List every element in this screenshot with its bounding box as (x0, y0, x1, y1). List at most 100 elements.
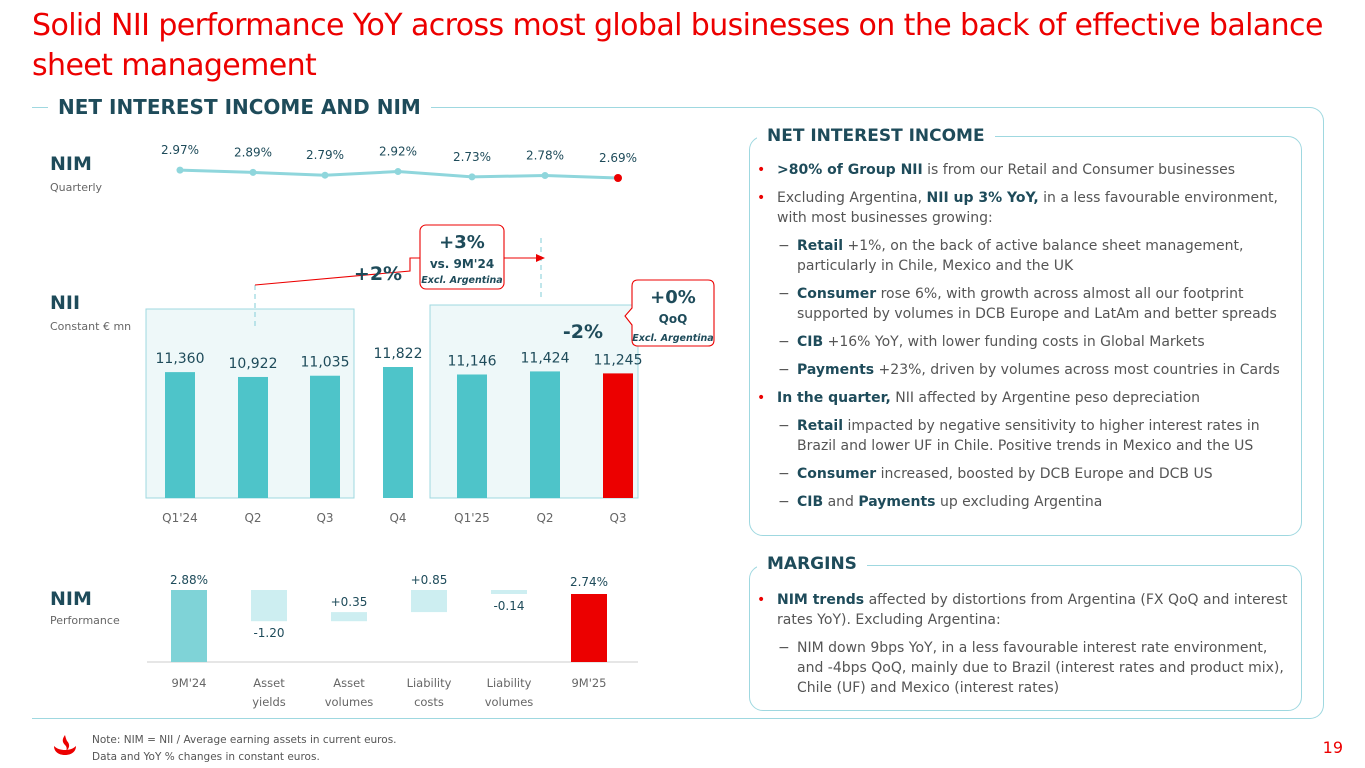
callout-yoy-small: Excl. Argentina (421, 275, 502, 286)
page-number: 19 (1322, 738, 1343, 757)
nii-label: NII (50, 292, 81, 314)
callout-qoq-small: Excl. Argentina (632, 333, 713, 344)
nii-value-label: 11,424 (521, 350, 570, 366)
nii-bar (457, 374, 487, 498)
nii-value-label: 10,922 (229, 356, 278, 372)
nii-panel (749, 136, 1302, 536)
waterfall-bar-end (571, 594, 607, 662)
waterfall-category-label: costs (414, 695, 444, 709)
waterfall-category-label: yields (252, 695, 286, 709)
nim-performance-label: NIM (50, 588, 92, 610)
waterfall-value-label: 2.74% (570, 575, 608, 589)
callout-box-qoq (624, 279, 715, 347)
callout-yoy-mid: vs. 9M'24 (430, 257, 494, 271)
waterfall-category-label: volumes (325, 695, 374, 709)
yoy-arrow-head (536, 254, 545, 262)
nii-bar (238, 376, 268, 498)
nim-performance-sublabel: Performance (50, 614, 120, 627)
charts-canvas: +3% vs. 9M'24 Excl. Argentina +2% -2% +0… (145, 143, 715, 709)
nii-sub-cib: CIB +16% YoY, with lower funding costs i… (757, 332, 1292, 352)
waterfall-category-label: Liability (407, 676, 452, 690)
waterfall-category-label: Liability (487, 676, 532, 690)
nim-quarterly-point (541, 171, 549, 179)
nim-quarterly-value-label: 2.89% (234, 145, 272, 159)
waterfall-category-label: 9M'25 (571, 676, 606, 690)
nim-quarterly-label: NIM (50, 153, 92, 175)
callout-box-yoy (419, 224, 505, 290)
nii-category-label: Q1'25 (454, 511, 490, 525)
nim-quarterly-value-label: 2.73% (453, 150, 491, 164)
nii-bullet-2: Excluding Argentina, NII up 3% YoY, in a… (757, 188, 1292, 228)
nii-category-label: Q3 (316, 511, 333, 525)
nim-quarterly-point (394, 168, 402, 176)
nii-sub-retail: Retail +1%, on the back of active balanc… (757, 236, 1292, 276)
nii-sub-consumer: Consumer rose 6%, with growth across alm… (757, 284, 1292, 324)
nii-value-label: 11,822 (374, 346, 423, 362)
waterfall-category-label: Asset (253, 676, 285, 690)
waterfall-category-label: 9M'24 (171, 676, 206, 690)
main-section-frame (32, 107, 1324, 719)
nii-value-label: 11,245 (594, 352, 643, 368)
nii-bullet-3: In the quarter, NII affected by Argentin… (757, 388, 1292, 408)
nii-value-label: 11,360 (156, 351, 205, 367)
nii-category-label: Q2 (536, 511, 553, 525)
nii-bar (603, 373, 633, 498)
nii-bar (530, 371, 560, 498)
nii-value-label: 11,146 (448, 353, 497, 369)
waterfall-category-label: Asset (333, 676, 365, 690)
footnote-line-2: Data and YoY % changes in constant euros… (92, 751, 320, 763)
waterfall-value-label: -1.20 (253, 626, 284, 640)
margins-bullet-1: NIM trends affected by distortions from … (757, 590, 1292, 630)
margins-panel-heading: MARGINS (757, 554, 867, 574)
nim-quarterly-point (468, 173, 476, 181)
nii-panel-heading: NET INTEREST INCOME (757, 126, 995, 146)
nim-quarterly-value-label: 2.97% (161, 143, 199, 157)
nii-bar (310, 375, 340, 498)
callout-yoy-big: +3% (439, 232, 485, 253)
nii-sub-retail-q: Retail impacted by negative sensitivity … (757, 416, 1292, 456)
nim-quarterly-value-label: 2.92% (379, 145, 417, 159)
nii-bullets: >80% of Group NII is from our Retail and… (757, 160, 1292, 520)
callout-qoq-mid: QoQ (659, 312, 688, 326)
nii-sub-cib-payments-q: CIB and Payments up excluding Argentina (757, 492, 1292, 512)
waterfall-category-label: volumes (485, 695, 534, 709)
nii-category-label: Q4 (389, 511, 406, 525)
nim-quarterly-value-label: 2.69% (599, 151, 637, 165)
nii-category-label: Q3 (609, 511, 626, 525)
footnote: Note: NIM = NII / Average earning assets… (92, 732, 397, 766)
nii-bar (383, 367, 413, 498)
waterfall-value-label: -0.14 (493, 599, 524, 613)
waterfall-value-label: +0.35 (331, 595, 368, 609)
margins-sub-1: NIM down 9bps YoY, in a less favourable … (757, 638, 1292, 698)
nim-quarterly-value-label: 2.78% (526, 148, 564, 162)
nii-bullet-1: >80% of Group NII is from our Retail and… (757, 160, 1292, 180)
nim-quarterly-point (614, 174, 622, 182)
nii-sub-consumer-q: Consumer increased, boosted by DCB Europ… (757, 464, 1292, 484)
santander-flame-logo (54, 735, 76, 755)
callout-minus2: -2% (563, 321, 603, 343)
margins-panel (749, 565, 1302, 711)
nii-bar (165, 372, 195, 498)
waterfall-bar-change (491, 590, 527, 594)
waterfall-value-label: +0.85 (411, 573, 448, 587)
waterfall-value-label: 2.88% (170, 573, 208, 587)
margins-bullets: NIM trends affected by distortions from … (757, 590, 1292, 706)
nii-sub-payments: Payments +23%, driven by volumes across … (757, 360, 1292, 380)
waterfall-bar-start (171, 590, 207, 662)
page-title: Solid NII performance YoY across most gl… (32, 8, 1323, 83)
nii-category-label: Q1'24 (162, 511, 198, 525)
nim-quarterly-point (321, 171, 329, 179)
nii-sublabel: Constant € mn (50, 320, 132, 333)
nim-quarterly-value-label: 2.79% (306, 148, 344, 162)
nim-quarterly-point (249, 168, 257, 176)
main-section-label: NET INTEREST INCOME AND NIM (48, 95, 431, 119)
nii-value-label: 11,035 (301, 355, 350, 371)
nim-quarterly-point (176, 166, 184, 174)
waterfall-bar-change (251, 590, 287, 622)
waterfall-bar-change (411, 590, 447, 613)
callout-plus2: +2% (354, 263, 402, 285)
footnote-line-1: Note: NIM = NII / Average earning assets… (92, 734, 397, 746)
nim-quarterly-sublabel: Quarterly (50, 181, 103, 194)
nii-category-label: Q2 (244, 511, 261, 525)
callout-qoq-big: +0% (650, 287, 696, 308)
